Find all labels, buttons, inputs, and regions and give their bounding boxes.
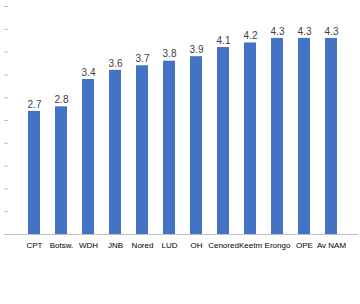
svg-text:4.3: 4.3: [298, 26, 312, 37]
svg-text:Nored: Nored: [132, 241, 154, 250]
svg-text:OH: OH: [191, 241, 203, 250]
svg-text:3.9: 3.9: [190, 44, 204, 55]
svg-text:2.8: 2.8: [55, 94, 69, 105]
svg-text:Cenored: Cenored: [208, 241, 239, 250]
svg-text:WDH: WDH: [79, 241, 98, 250]
svg-text:4.1: 4.1: [217, 35, 231, 46]
svg-text:4.3: 4.3: [271, 26, 285, 37]
svg-text:3.8: 3.8: [163, 48, 177, 59]
svg-text:Keetm: Keetm: [239, 241, 262, 250]
svg-text:3.4: 3.4: [82, 67, 96, 78]
svg-text:3.7: 3.7: [136, 53, 150, 64]
svg-text:Av NAM: Av NAM: [317, 241, 347, 250]
svg-text:4.3: 4.3: [325, 26, 339, 37]
svg-text:Botsw.: Botsw.: [50, 241, 74, 250]
svg-text:2.7: 2.7: [28, 99, 42, 110]
svg-text:3.6: 3.6: [109, 58, 123, 69]
svg-text:Erongo: Erongo: [265, 241, 291, 250]
svg-text:OPE: OPE: [296, 241, 313, 250]
svg-text:LUD: LUD: [161, 241, 177, 250]
svg-text:JNB: JNB: [108, 241, 123, 250]
svg-text:4.2: 4.2: [244, 30, 258, 41]
svg-text:CPT: CPT: [27, 241, 43, 250]
